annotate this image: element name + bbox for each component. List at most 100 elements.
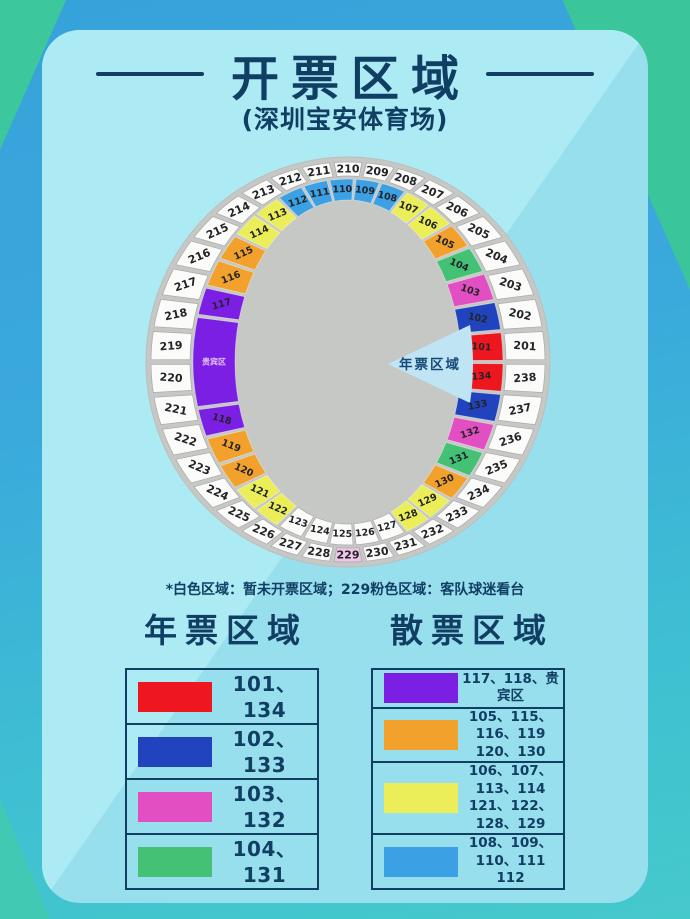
section-label: 101 — [471, 341, 492, 353]
section-label: 126 — [355, 527, 376, 540]
legend-color-swatch — [384, 783, 458, 814]
section-235 — [473, 452, 521, 484]
page-title: 开票区域 — [230, 51, 471, 107]
section-114 — [236, 215, 281, 250]
section-231 — [388, 532, 426, 556]
legend-color-swatch — [138, 681, 212, 712]
legend-row: 103、132 — [127, 778, 317, 833]
legend-row: 108、109、110、111 112 — [373, 833, 563, 888]
section-113 — [256, 198, 297, 232]
section-label: 贵宾区 — [202, 357, 226, 367]
legend-row: 101、134 — [127, 670, 317, 723]
section-label: 229 — [337, 549, 360, 562]
section-label: 124 — [309, 523, 331, 537]
section-205 — [455, 216, 503, 247]
section-209 — [362, 162, 395, 182]
section-label: 227 — [278, 535, 304, 554]
section-label: 219 — [159, 339, 183, 354]
section-125 — [329, 522, 354, 546]
legend-row: 104、131 — [127, 833, 317, 888]
legend-row: 102、133 — [127, 723, 317, 778]
section-236 — [487, 424, 535, 456]
section-label: 109 — [355, 184, 376, 197]
legend-color-swatch — [384, 673, 458, 704]
section-label: 218 — [163, 306, 188, 323]
section-237 — [497, 394, 543, 426]
section-label: 118 — [211, 412, 233, 428]
section-128 — [390, 500, 429, 532]
section-220 — [150, 363, 193, 393]
section-103 — [446, 273, 495, 307]
section-215 — [193, 216, 241, 247]
section-label: 212 — [278, 170, 304, 189]
legend-row: 106、107、113、114 121、122、128、129 — [373, 761, 563, 833]
legend-row: 105、115、116、119 120、130 — [373, 706, 563, 762]
legend-row: 117、118、贵宾区 — [373, 670, 563, 707]
section-131 — [436, 441, 484, 477]
section-218 — [153, 298, 199, 330]
section-115 — [219, 236, 267, 271]
section-label: 231 — [393, 535, 419, 554]
section-122 — [256, 492, 297, 526]
section-234 — [455, 477, 503, 508]
section-211 — [301, 162, 334, 182]
section-201 — [503, 331, 546, 361]
section-123 — [278, 506, 315, 537]
section-121 — [236, 474, 281, 509]
section-label: 102 — [467, 311, 489, 326]
section-label: 110 — [332, 184, 353, 196]
section-120 — [219, 453, 267, 488]
section-label: 211 — [307, 164, 332, 180]
section-112 — [278, 187, 315, 218]
section-213 — [241, 179, 284, 206]
legend-label: 101、134 — [232, 671, 297, 722]
legend-label: 104、131 — [232, 836, 297, 887]
section-130 — [422, 464, 469, 499]
section-233 — [435, 499, 481, 529]
section-label: 220 — [159, 371, 183, 386]
section-217 — [161, 268, 209, 300]
section-label: 202 — [508, 306, 533, 323]
section-223 — [175, 452, 223, 484]
section-127 — [372, 512, 405, 541]
legend-color-swatch — [138, 791, 212, 822]
section-221 — [153, 394, 199, 426]
legend-label: 117、118、贵宾区 — [462, 670, 559, 705]
section-116 — [206, 260, 255, 295]
section-219 — [150, 331, 193, 361]
section-label: 127 — [376, 519, 398, 534]
annual-ticket-legend: 101、134 102、133 103、132 104、131 — [125, 668, 319, 890]
section-206 — [435, 195, 481, 225]
legend-label: 108、109、110、111 112 — [468, 835, 553, 887]
section-label: 208 — [393, 170, 419, 189]
annual-ticket-heading: 年票区域 — [144, 611, 308, 650]
section-216 — [175, 240, 223, 272]
section-118 — [197, 403, 246, 437]
section-227 — [270, 532, 308, 556]
section-203 — [487, 268, 535, 300]
section-132 — [446, 417, 495, 451]
legend-label: 103、132 — [232, 781, 297, 832]
section-106 — [407, 206, 450, 240]
section-230 — [362, 542, 395, 562]
section-label: 237 — [508, 401, 533, 418]
section-222 — [161, 424, 209, 456]
section-label: 238 — [513, 371, 537, 386]
annual-ticket-wedge-label: 年票区域 — [399, 356, 461, 373]
section-107 — [390, 192, 429, 224]
section-225 — [215, 499, 261, 529]
section-104 — [436, 247, 484, 283]
title-dash-right — [486, 72, 594, 76]
single-ticket-legend: 117、118、贵宾区 105、115、116、119 120、130 106、10… — [371, 668, 565, 890]
section-label: 108 — [376, 189, 398, 205]
legend-color-swatch — [384, 719, 458, 750]
section-129 — [407, 484, 450, 518]
section-226 — [241, 518, 284, 545]
section-label: 133 — [467, 398, 489, 413]
section-111 — [303, 180, 334, 208]
legend-color-swatch — [138, 736, 212, 767]
section-208 — [388, 168, 426, 192]
section-贵宾区 — [192, 317, 239, 407]
section-label: 111 — [309, 186, 330, 200]
